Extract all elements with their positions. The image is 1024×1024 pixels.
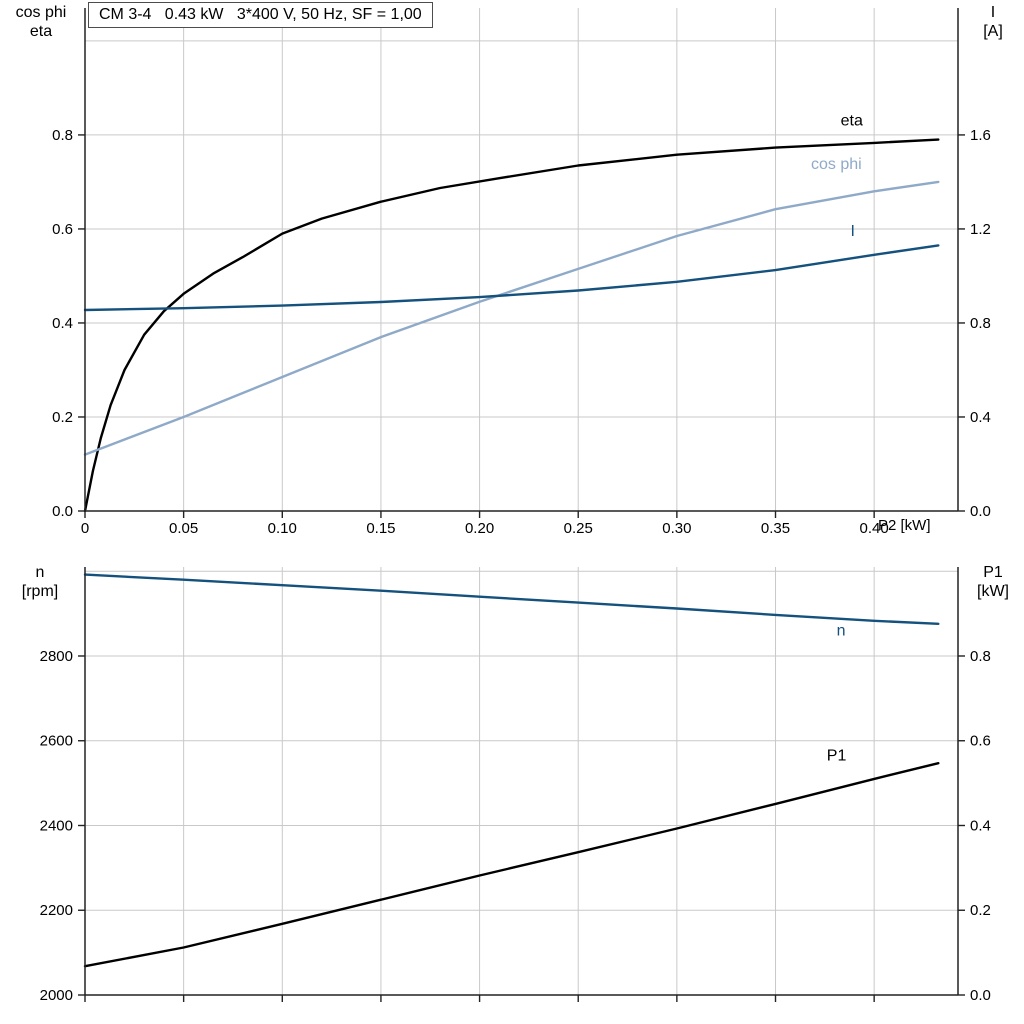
svg-text:0.4: 0.4	[970, 817, 991, 834]
lower-left-axis-title-line1: n	[35, 564, 45, 581]
lower-left-axis-title: n [rpm]	[6, 563, 74, 601]
upper-left-axis-title: cos phi eta	[2, 3, 80, 41]
svg-text:0.0: 0.0	[970, 987, 991, 1004]
lower-chart: 2000 2200 2400 2600 2800 0.0 0.2 0.4 0.6 0.8 n P1 n…	[0, 557, 1024, 1024]
lower-chart-canvas: 2000 2200 2400 2600 2800 0.0 0.2 0.4 0.6 0.8 n P1	[40, 567, 991, 1004]
svg-text:cos phi: cos phi	[811, 156, 862, 173]
svg-text:1.2: 1.2	[970, 221, 991, 238]
lower-left-axis-title-line2: [rpm]	[21, 583, 59, 600]
upper-left-axis-title-line2: eta	[29, 23, 53, 40]
lower-right-axis-title-line2: [kW]	[977, 583, 1009, 600]
svg-text:1.6: 1.6	[970, 127, 991, 144]
svg-text:0.0: 0.0	[970, 503, 991, 520]
svg-text:0.40: 0.40	[860, 520, 889, 537]
upper-chart-canvas: 0 0.05 0.10 0.15 0.20 0.25 0.30 0.35 0.40 0.0 0.2 0…	[52, 8, 991, 537]
svg-text:n: n	[837, 623, 846, 640]
svg-text:0.35: 0.35	[761, 520, 790, 537]
svg-text:0.20: 0.20	[465, 520, 494, 537]
svg-text:2600: 2600	[40, 733, 73, 750]
svg-text:I: I	[850, 223, 854, 240]
svg-text:2200: 2200	[40, 902, 73, 919]
svg-text:0.2: 0.2	[970, 902, 991, 919]
svg-text:0.05: 0.05	[169, 520, 198, 537]
svg-text:2000: 2000	[40, 987, 73, 1004]
svg-text:0.6: 0.6	[52, 221, 73, 238]
lower-right-axis-title-line1: P1	[983, 564, 1003, 581]
svg-text:2400: 2400	[40, 817, 73, 834]
svg-text:0.30: 0.30	[662, 520, 691, 537]
svg-text:0.15: 0.15	[366, 520, 395, 537]
svg-text:2800: 2800	[40, 648, 73, 665]
svg-text:P1: P1	[827, 748, 847, 765]
svg-text:0.25: 0.25	[564, 520, 593, 537]
svg-text:eta: eta	[841, 113, 863, 130]
upper-right-axis-title: I [A]	[966, 3, 1020, 41]
lower-right-axis-title: P1 [kW]	[964, 563, 1022, 601]
upper-left-axis-title-line1: cos phi	[15, 4, 67, 21]
svg-text:0.8: 0.8	[52, 127, 73, 144]
svg-text:0.6: 0.6	[970, 733, 991, 750]
svg-text:0.4: 0.4	[52, 315, 73, 332]
x-axis-label: P2 [kW]	[878, 517, 931, 534]
upper-chart: 0 0.05 0.10 0.15 0.20 0.25 0.30 0.35 0.40 0.0 0.2 0…	[2, 2, 1020, 537]
upper-right-axis-title-line1: I	[990, 4, 996, 21]
svg-text:0.8: 0.8	[970, 648, 991, 665]
svg-text:0.2: 0.2	[52, 409, 73, 426]
svg-text:0.0: 0.0	[52, 503, 73, 520]
svg-text:0.8: 0.8	[970, 315, 991, 332]
upper-right-axis-title-line2: [A]	[983, 23, 1003, 40]
chart-title-box: CM 3-4 0.43 kW 3*400 V, 50 Hz, SF = 1,00	[88, 2, 433, 28]
svg-text:0.4: 0.4	[970, 409, 991, 426]
svg-text:0.10: 0.10	[268, 520, 297, 537]
svg-text:0: 0	[81, 520, 89, 537]
